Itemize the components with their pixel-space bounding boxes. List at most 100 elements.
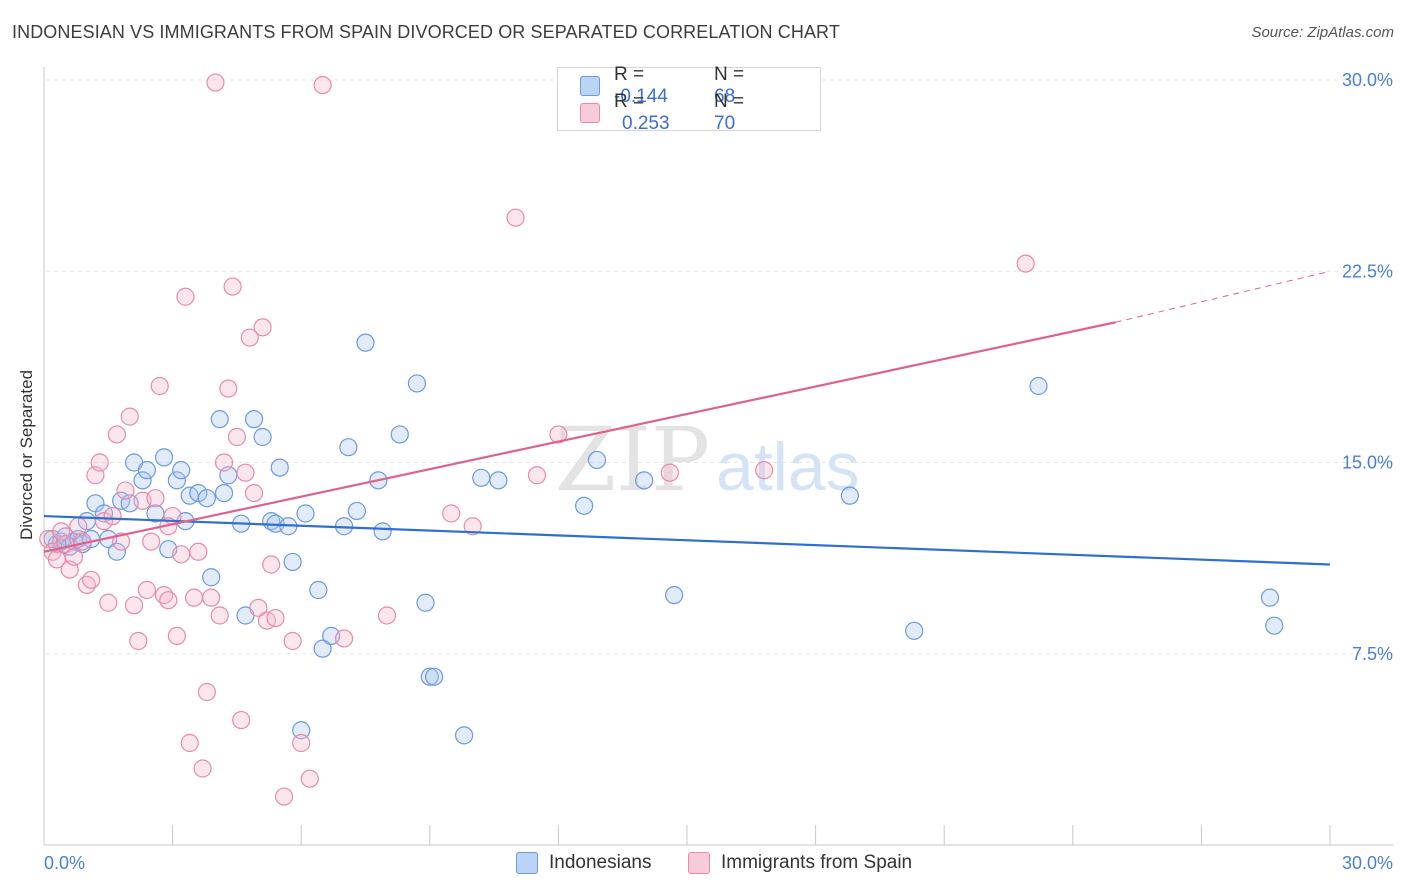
y-tick-label: 22.5% bbox=[1342, 261, 1393, 281]
series-legend-label: Indonesians bbox=[549, 852, 652, 873]
indonesian-point bbox=[356, 333, 375, 352]
spain-point bbox=[240, 328, 259, 347]
spain-point bbox=[219, 379, 238, 398]
spain-point bbox=[99, 593, 118, 612]
spain-point bbox=[244, 484, 264, 503]
spain-point bbox=[506, 208, 525, 227]
spain-point bbox=[527, 466, 547, 485]
legend-swatch-blue bbox=[580, 76, 600, 96]
spain-point bbox=[253, 318, 272, 337]
spain-point bbox=[107, 425, 126, 444]
spain-point bbox=[124, 596, 144, 615]
spain-point bbox=[377, 606, 397, 625]
spain-point bbox=[129, 631, 148, 651]
legend-r-label: R = bbox=[614, 91, 645, 112]
spain-point bbox=[232, 710, 251, 730]
indonesian-point bbox=[347, 501, 367, 521]
legend-row-spain: R = 0.253 N = 70 bbox=[580, 91, 754, 134]
indonesian-point bbox=[454, 726, 474, 745]
series-legend-label: Immigrants from Spain bbox=[721, 852, 913, 873]
indonesian-point bbox=[339, 438, 358, 457]
spain-point bbox=[94, 512, 114, 531]
indonesian-point bbox=[270, 458, 289, 477]
spain-point bbox=[120, 407, 139, 426]
spain-point bbox=[210, 606, 229, 625]
indonesian-point bbox=[283, 552, 302, 572]
indonesian-point bbox=[172, 461, 191, 480]
spain-point bbox=[116, 481, 135, 500]
indonesian-point bbox=[665, 585, 684, 605]
spain-point bbox=[274, 787, 294, 806]
spain-point bbox=[103, 506, 122, 526]
indonesian-point bbox=[253, 427, 272, 447]
spain-point bbox=[64, 547, 84, 566]
indonesian-point bbox=[107, 542, 126, 561]
indonesian-point bbox=[905, 621, 924, 640]
spain-point bbox=[660, 463, 679, 482]
legend-n-label: N = bbox=[714, 64, 745, 85]
indonesian-point bbox=[296, 504, 315, 523]
spain-point bbox=[214, 453, 234, 472]
legend-n-value: 68 bbox=[714, 86, 736, 107]
spain-point bbox=[150, 376, 169, 396]
spain-point bbox=[206, 73, 225, 92]
indonesian-point bbox=[373, 522, 392, 541]
series-legend-spain[interactable]: Immigrants from Spain bbox=[688, 852, 912, 874]
axis-layer: 7.5% 15.0% 22.5% 30.0% 0.0% 30.0% bbox=[43, 67, 1393, 873]
indonesian-point bbox=[1029, 376, 1048, 396]
indonesian-point bbox=[472, 468, 491, 487]
spain-point bbox=[142, 532, 161, 551]
indonesian-point bbox=[197, 489, 216, 508]
legend-r-value: -0.144 bbox=[614, 86, 668, 107]
series-swatch-pink bbox=[688, 852, 710, 874]
chart-title: INDONESIAN VS IMMIGRANTS FROM SPAIN DIVO… bbox=[12, 22, 840, 42]
indonesian-point bbox=[210, 410, 229, 429]
spain-point bbox=[167, 626, 186, 646]
spain-point bbox=[227, 427, 246, 447]
indonesian-point bbox=[587, 450, 607, 470]
watermark: ZIP atlas bbox=[555, 408, 860, 511]
series-legend: Indonesians Immigrants from Spain bbox=[0, 852, 1406, 878]
indonesian-point bbox=[420, 667, 439, 686]
points-layer bbox=[39, 73, 1284, 806]
spain-point bbox=[193, 759, 212, 778]
spain-point bbox=[137, 580, 156, 600]
spain-point bbox=[442, 504, 461, 523]
spain-point bbox=[176, 287, 195, 306]
spain-point bbox=[266, 608, 285, 628]
spain-point bbox=[197, 682, 216, 702]
indonesian-point bbox=[137, 461, 156, 480]
spain-point bbox=[180, 733, 199, 753]
indonesian-point bbox=[407, 374, 427, 393]
spain-point bbox=[223, 277, 242, 296]
spain-point bbox=[82, 570, 101, 589]
indonesian-point bbox=[575, 496, 594, 515]
legend-row-indonesians: R = -0.144 N = 68 bbox=[580, 64, 754, 107]
series-swatch-blue bbox=[516, 852, 538, 874]
spain-point bbox=[755, 461, 774, 480]
trend-line-indonesians bbox=[43, 514, 1331, 566]
x-tick-label: 0.0% bbox=[44, 853, 85, 873]
spain-point bbox=[292, 733, 311, 753]
series-legend-indonesians[interactable]: Indonesians bbox=[516, 852, 651, 874]
indonesian-point bbox=[416, 593, 435, 612]
spain-point bbox=[90, 453, 109, 472]
indonesian-point bbox=[424, 667, 444, 686]
chart-source: Source: ZipAtlas.com bbox=[1251, 24, 1394, 41]
spain-point bbox=[236, 463, 255, 482]
spain-point bbox=[1016, 254, 1035, 273]
legend-r-label: R = bbox=[614, 64, 645, 85]
indonesian-point bbox=[133, 471, 152, 490]
spain-point bbox=[463, 517, 482, 536]
spain-point bbox=[300, 769, 319, 788]
indonesian-point bbox=[244, 410, 264, 429]
legend-r-value: 0.253 bbox=[622, 113, 670, 134]
indonesian-point bbox=[635, 471, 654, 490]
trend-layer bbox=[43, 270, 1331, 566]
legend-n-label: N = bbox=[714, 91, 745, 112]
trend-line-spain-extension bbox=[1115, 270, 1331, 323]
indonesian-point bbox=[489, 471, 508, 490]
spain-point bbox=[146, 489, 165, 508]
spain-point bbox=[184, 588, 204, 607]
